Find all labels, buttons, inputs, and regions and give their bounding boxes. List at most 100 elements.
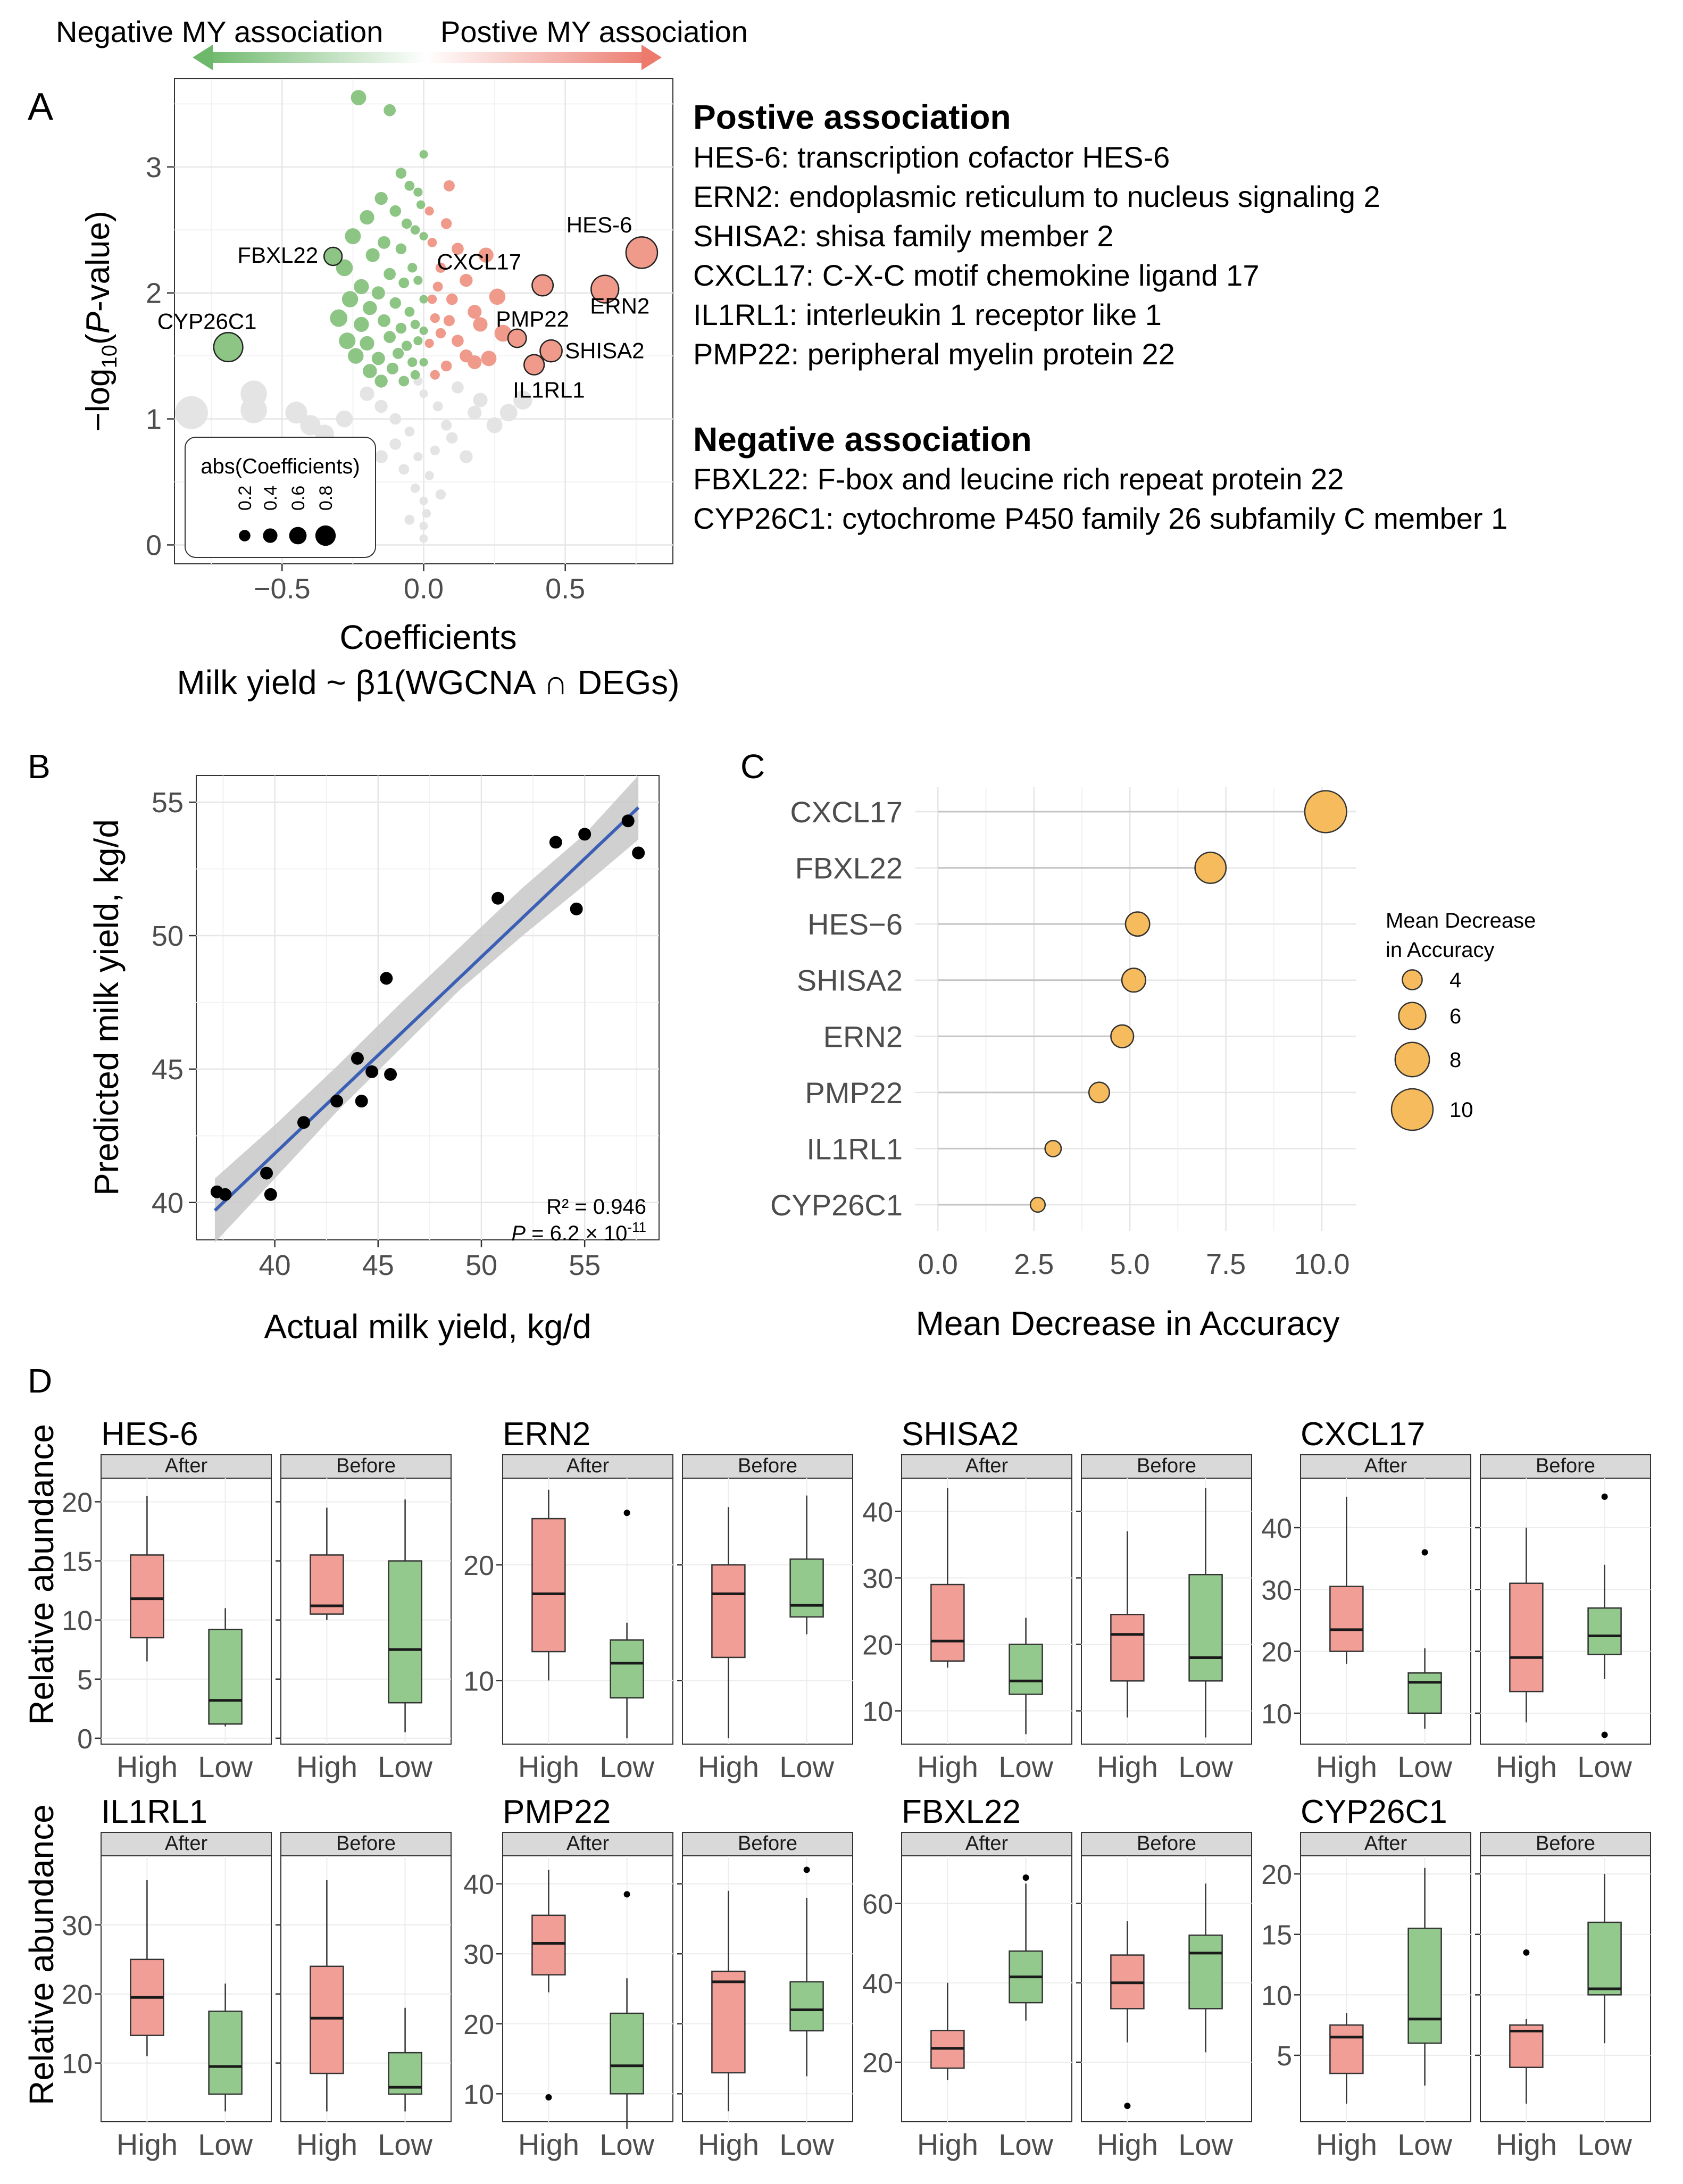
panel-c-xlabel: Mean Decrease in Accuracy bbox=[916, 1304, 1340, 1343]
facet-strip bbox=[1300, 1832, 1471, 1856]
group-label: High bbox=[1097, 1750, 1158, 1783]
gene-title: SHISA2 bbox=[902, 1416, 1019, 1453]
positive-gene-description: PMP22: peripheral myelin protein 22 bbox=[693, 337, 1175, 371]
y-tick-label: 15 bbox=[62, 1547, 93, 1578]
point-positive bbox=[489, 288, 506, 305]
data-point bbox=[219, 1188, 232, 1201]
panel-a-xlabel: Coefficients bbox=[339, 618, 516, 656]
x-tick-label: 55 bbox=[569, 1249, 601, 1281]
box-iqr bbox=[310, 1554, 344, 1615]
data-point bbox=[264, 1188, 277, 1201]
facet-plot-area bbox=[901, 1855, 1072, 2122]
point-not-significant bbox=[410, 484, 420, 493]
point-not-significant bbox=[419, 534, 428, 543]
point-positive bbox=[427, 238, 437, 247]
facet-label: Before bbox=[336, 1832, 396, 1855]
group-label: High bbox=[698, 2128, 759, 2161]
point-not-significant bbox=[374, 399, 388, 413]
point-negative bbox=[386, 362, 399, 374]
point-positive bbox=[430, 313, 440, 323]
lollipop-dot bbox=[1124, 911, 1151, 937]
panel-a-points bbox=[174, 90, 659, 543]
panel-b-r2: R² = 0.946 bbox=[546, 1195, 646, 1219]
point-not-significant bbox=[440, 420, 452, 431]
facet-label: After bbox=[566, 1455, 610, 1477]
panel-letter-b: B bbox=[28, 747, 51, 786]
data-point bbox=[578, 828, 591, 841]
point-not-significant bbox=[300, 415, 321, 436]
point-negative bbox=[419, 357, 428, 366]
y-tick-label: 5 bbox=[77, 1665, 93, 1696]
category-label: HES−6 bbox=[807, 907, 903, 941]
facet-plot-area bbox=[101, 1478, 272, 1745]
facet-label: Before bbox=[336, 1455, 396, 1477]
facet-strip bbox=[280, 1832, 452, 1856]
facet-plot-area bbox=[280, 1478, 452, 1745]
box-iqr bbox=[1587, 1921, 1622, 1996]
gene-title: PMP22 bbox=[503, 1794, 611, 1830]
point-negative bbox=[384, 104, 396, 116]
facet-strip bbox=[1081, 1454, 1252, 1479]
facet-strip bbox=[101, 1454, 272, 1479]
point-label-fbxl22: FBXL22 bbox=[237, 243, 318, 268]
facet-label: Before bbox=[1137, 1455, 1196, 1477]
point-negative bbox=[371, 352, 385, 365]
facet-strip bbox=[1081, 1832, 1252, 1856]
legend-size-dot bbox=[239, 530, 251, 541]
facet-plot-area bbox=[280, 1855, 452, 2122]
point-negative bbox=[378, 314, 390, 327]
legend-label: 10 bbox=[1449, 1098, 1473, 1122]
facet-label: After bbox=[965, 1832, 1009, 1855]
point-negative bbox=[419, 232, 428, 241]
x-tick-label: 50 bbox=[465, 1249, 497, 1281]
y-tick-label: 20 bbox=[862, 2048, 893, 2079]
y-tick-label: 40 bbox=[862, 1969, 893, 1999]
facet-plot-area bbox=[682, 1478, 853, 1745]
point-negative bbox=[360, 336, 374, 351]
lollipop-dot bbox=[1121, 968, 1146, 993]
point-not-significant bbox=[468, 405, 482, 420]
point-positive bbox=[446, 293, 458, 305]
point-negative bbox=[419, 326, 428, 335]
group-label: Low bbox=[779, 1750, 834, 1783]
facet-plot-area bbox=[1480, 1478, 1651, 1745]
data-point bbox=[384, 1068, 397, 1081]
legend-dot bbox=[1398, 1002, 1427, 1030]
panel-b-points bbox=[210, 814, 645, 1201]
box-iqr bbox=[130, 1554, 164, 1639]
point-negative bbox=[413, 336, 423, 346]
point-not-significant bbox=[419, 521, 428, 530]
group-label: High bbox=[518, 2128, 579, 2161]
point-positive bbox=[435, 328, 446, 339]
point-positive bbox=[440, 360, 452, 372]
data-point bbox=[621, 814, 635, 828]
point-positive bbox=[424, 206, 434, 216]
y-tick-label: 10 bbox=[62, 2049, 93, 2080]
positive-gene-description: SHISA2: shisa family member 2 bbox=[693, 219, 1113, 253]
lollipop-dot bbox=[1110, 1024, 1135, 1048]
point-label-cxcl17: CXCL17 bbox=[437, 249, 521, 274]
group-label: Low bbox=[1178, 1750, 1233, 1783]
facet-strip bbox=[502, 1454, 673, 1479]
panel-a-point-labels: HES-6 CXCL17 ERN2 PMP22 SHISA2 IL1RL1 FBXL22 CY… bbox=[157, 212, 650, 403]
category-label: SHISA2 bbox=[797, 964, 903, 997]
group-label: High bbox=[116, 1750, 178, 1783]
group-label: Low bbox=[378, 2128, 432, 2161]
legend-size-dot bbox=[315, 525, 336, 546]
facet-label: Before bbox=[1536, 1832, 1595, 1855]
point-negative bbox=[351, 90, 366, 105]
x-tick-label: 0.0 bbox=[918, 1248, 958, 1280]
panel-letter-d: D bbox=[28, 1362, 52, 1400]
labeled-point-cxcl17 bbox=[531, 274, 554, 297]
point-negative bbox=[384, 268, 396, 280]
panel-b-xlabel: Actual milk yield, kg/d bbox=[264, 1307, 591, 1346]
point-negative bbox=[354, 279, 369, 295]
box-outlier bbox=[803, 1866, 810, 1873]
facet-plot-area bbox=[502, 1478, 673, 1745]
point-label-pmp22: PMP22 bbox=[496, 306, 569, 331]
panel-a: Negative MY association Postive MY assoc… bbox=[28, 15, 748, 702]
box-iqr bbox=[789, 1558, 824, 1618]
